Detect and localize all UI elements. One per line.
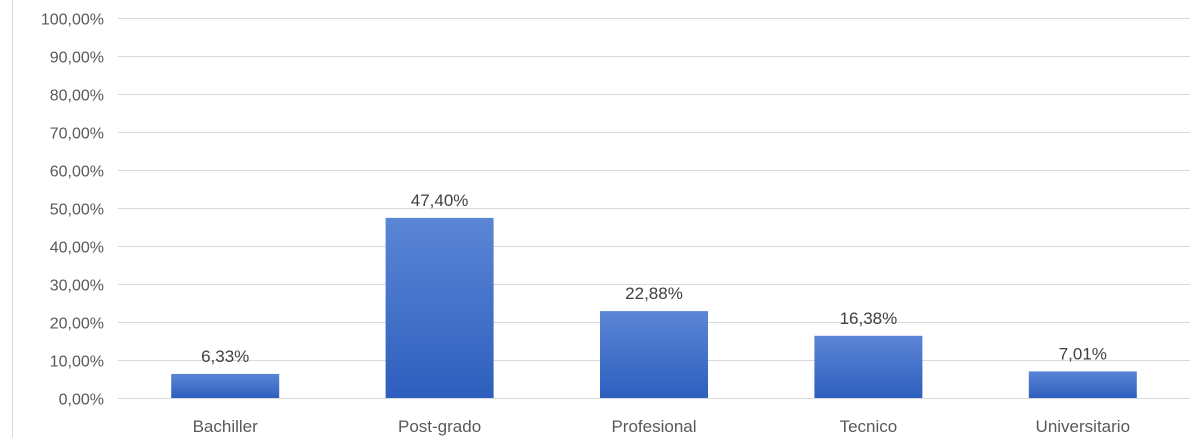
y-tick-label: 0,00% — [59, 392, 104, 409]
bar-tecnico — [814, 335, 923, 398]
bar-profesional — [600, 311, 708, 398]
data-label: 6,33% — [201, 347, 249, 366]
y-tick-label: 40,00% — [50, 240, 104, 257]
y-axis-tick-labels: 0,00% 10,00% 20,00% 30,00% 40,00% 50,00% 60,00… — [41, 12, 104, 409]
y-tick-label: 60,00% — [50, 164, 104, 181]
x-category-label: Post-grado — [398, 417, 481, 436]
bar-universitario — [1028, 371, 1137, 398]
x-category-label: Bachiller — [193, 417, 259, 436]
y-tick-label: 70,00% — [50, 126, 104, 143]
bar-post-grado — [385, 217, 494, 398]
chart-left-border — [12, 0, 13, 438]
y-tick-label: 30,00% — [50, 278, 104, 295]
y-tick-label: 50,00% — [50, 202, 104, 219]
data-label: 16,38% — [840, 309, 898, 328]
y-tick-label: 20,00% — [50, 316, 104, 333]
y-tick-label: 90,00% — [50, 50, 104, 67]
y-tick-label: 100,00% — [41, 12, 104, 29]
gridlines — [118, 18, 1190, 399]
y-tick-label: 80,00% — [50, 88, 104, 105]
x-category-label: Profesional — [611, 417, 696, 436]
x-axis-category-labels: Bachiller Post-grado Profesional Tecnico Uni… — [193, 417, 1130, 436]
data-label: 7,01% — [1059, 344, 1107, 363]
y-tick-label: 10,00% — [50, 354, 104, 371]
data-label: 22,88% — [625, 284, 683, 303]
x-category-label: Universitario — [1036, 417, 1130, 436]
bar-bachiller — [171, 373, 280, 398]
bars — [171, 217, 1137, 398]
data-label: 47,40% — [411, 191, 469, 210]
x-category-label: Tecnico — [840, 417, 898, 436]
data-labels: 6,33% 47,40% 22,88% 16,38% 7,01% — [201, 191, 1107, 366]
